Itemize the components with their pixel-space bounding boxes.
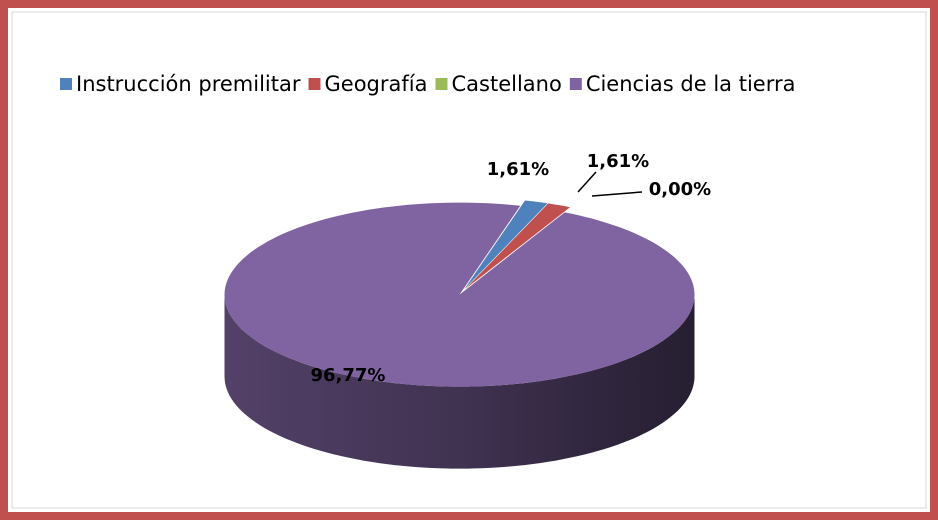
slice — [464, 203, 570, 290]
legend-swatch — [308, 78, 321, 90]
legend-label: Ciencias de la tierra — [586, 72, 796, 96]
legend-swatch — [60, 78, 72, 90]
legend-label: Castellano — [451, 72, 561, 96]
data-label: 0,00% — [649, 179, 711, 200]
data-label: 96,77% — [311, 365, 386, 386]
leader-line — [577, 171, 597, 193]
legend-swatch — [569, 78, 582, 90]
data-label: 1,61% — [487, 159, 549, 180]
leader-line — [591, 191, 643, 197]
legend-swatch — [435, 78, 448, 90]
slice-side — [224, 294, 695, 469]
slice — [224, 202, 695, 387]
legend-label: Instrucción premilitar — [76, 72, 301, 96]
legend-label: Geografía — [325, 72, 428, 96]
data-label: 1,61% — [587, 151, 649, 172]
slice — [464, 200, 548, 290]
inner-frame — [11, 11, 927, 509]
